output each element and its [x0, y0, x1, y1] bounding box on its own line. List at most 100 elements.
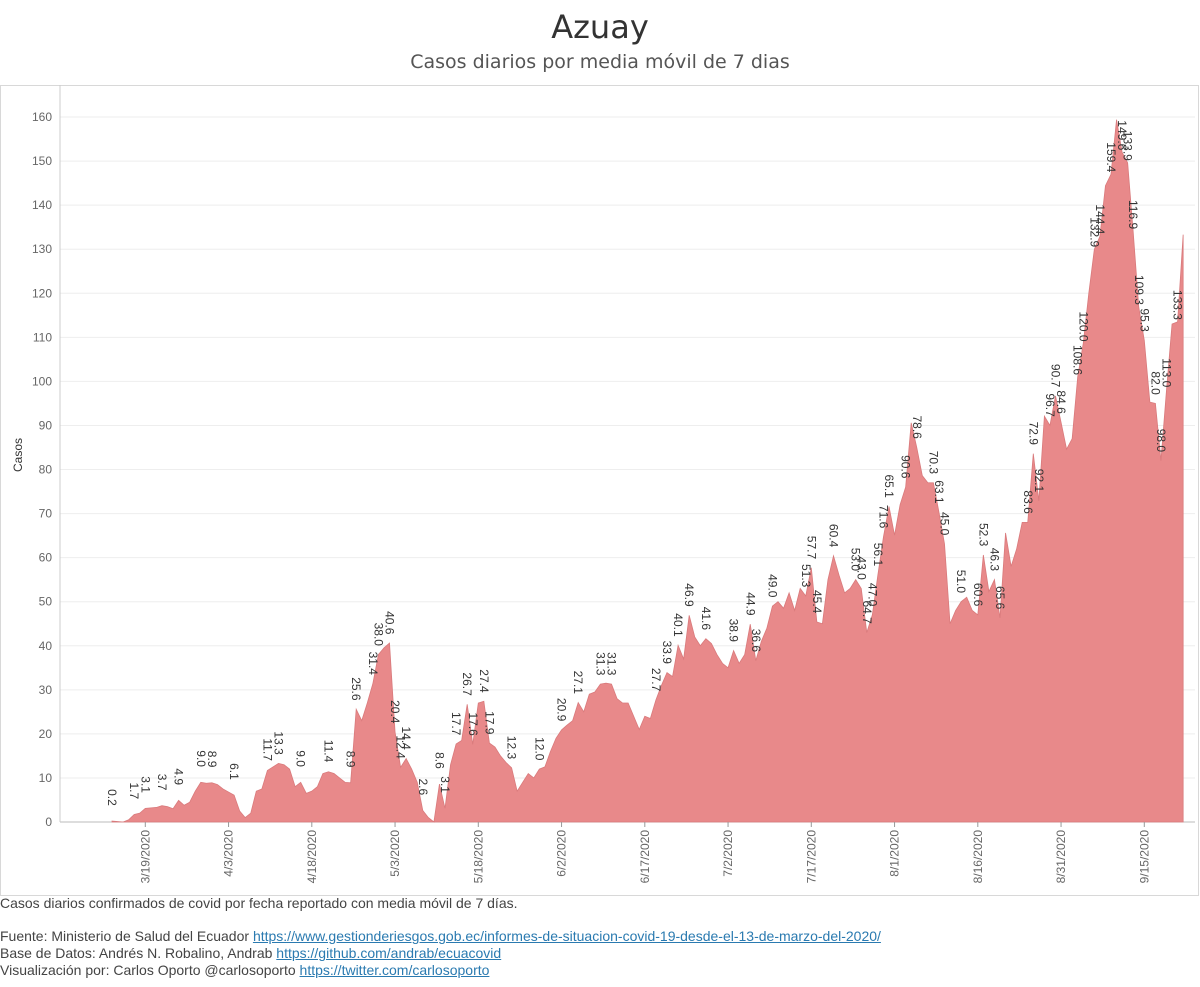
visualization-link[interactable]: https://twitter.com/carlosoporto — [299, 962, 490, 978]
data-label: 113.0 — [1160, 358, 1174, 387]
data-label: 84.6 — [1054, 390, 1068, 414]
data-label: 46.9 — [682, 583, 696, 607]
data-label: 17.7 — [449, 712, 463, 736]
area-series — [111, 119, 1184, 823]
y-tick-label: 80 — [39, 463, 53, 477]
data-label: 51.3 — [799, 564, 813, 588]
data-label: 82.0 — [1148, 371, 1162, 395]
footer-description: Casos diarios confirmados de covid por f… — [0, 895, 518, 911]
footer-source: Fuente: Ministerio de Salud del Ecuador … — [0, 928, 1200, 945]
data-label: 33.9 — [660, 641, 674, 665]
data-label: 149.6 — [1115, 120, 1129, 150]
y-tick-label: 70 — [39, 507, 53, 521]
x-tick-label: 4/18/2020 — [305, 830, 319, 884]
data-label: 40.6 — [383, 611, 397, 635]
y-tick-label: 120 — [32, 286, 52, 300]
x-tick-label: 5/18/2020 — [471, 830, 485, 884]
data-label: 96.7 — [1043, 393, 1057, 417]
data-label: 9.0 — [294, 750, 308, 767]
data-label: 144.4 — [1093, 204, 1107, 234]
data-label: 49.0 — [765, 574, 779, 598]
footer-database: Base de Datos: Andrés N. Robalino, Andra… — [0, 945, 1200, 962]
database-link[interactable]: https://github.com/andrab/ecuacovid — [276, 945, 502, 961]
y-tick-label: 90 — [39, 418, 53, 432]
data-label: 3.1 — [438, 776, 452, 793]
data-label: 53.0 — [849, 548, 863, 572]
data-label: 9.0 — [194, 750, 208, 767]
y-tick-label: 60 — [39, 551, 53, 565]
data-label: 36.6 — [749, 629, 763, 653]
data-label: 60.4 — [827, 524, 841, 548]
y-tick-label: 100 — [32, 374, 52, 388]
data-label: 31.4 — [366, 652, 380, 676]
data-label: 159.4 — [1104, 142, 1118, 172]
x-tick-label: 8/16/2020 — [971, 830, 985, 884]
x-axis: 3/19/2020 4/3/2020 4/18/2020 5/3/2020 5/18/2… — [138, 822, 1151, 883]
data-label: 133.3 — [1171, 290, 1185, 320]
chart-subtitle: Casos diarios por media móvil de 7 dias — [410, 51, 790, 73]
y-tick-label: 130 — [32, 242, 52, 256]
data-label: 98.0 — [1154, 429, 1168, 453]
data-label: 27.1 — [571, 671, 585, 695]
data-label: 3.7 — [155, 774, 169, 791]
data-label: 26.7 — [460, 672, 474, 696]
data-label: 60.6 — [971, 583, 985, 607]
data-label: 20.4 — [388, 700, 402, 724]
data-label: 71.6 — [876, 505, 890, 529]
data-label: 31.3 — [605, 652, 619, 676]
data-label: 2.6 — [416, 779, 430, 796]
data-label: 92.1 — [1032, 469, 1046, 493]
data-label: 57.7 — [804, 536, 818, 560]
data-label: 0.2 — [105, 789, 119, 806]
y-tick-label: 50 — [39, 595, 53, 609]
visualization-label: Visualización por: Carlos Oporto @carlos… — [0, 962, 300, 978]
data-label: 12.4 — [394, 735, 408, 759]
y-tick-label: 10 — [39, 771, 53, 785]
data-label: 90.7 — [1049, 364, 1063, 388]
data-label: 8.9 — [344, 751, 358, 768]
x-tick-label: 8/31/2020 — [1054, 830, 1068, 884]
data-label: 8.6 — [432, 752, 446, 769]
data-label: 3.1 — [138, 776, 152, 793]
data-label: 17.6 — [466, 713, 480, 737]
data-labels: 0.2 1.73.1 3.7 4.99.08.96.111.713.39.0 11.4 8… — [105, 120, 1185, 806]
data-label: 65.6 — [993, 586, 1007, 610]
data-label: 64.7 — [860, 601, 874, 625]
data-label: 45.0 — [938, 512, 952, 536]
data-label: 38.0 — [371, 623, 385, 647]
data-label: 8.9 — [205, 751, 219, 768]
y-axis-label: Casos — [11, 438, 25, 472]
source-link[interactable]: https://www.gestionderiesgos.gob.ec/info… — [252, 928, 881, 944]
data-label: 116.9 — [1126, 200, 1140, 229]
data-label: 90.6 — [899, 455, 913, 479]
data-label: 11.4 — [321, 740, 335, 763]
footer-visualization: Visualización por: Carlos Oporto @carlos… — [0, 962, 1200, 979]
data-label: 45.4 — [810, 590, 824, 614]
x-tick-label: 8/1/2020 — [888, 830, 902, 877]
data-label: 47.0 — [865, 583, 879, 607]
data-label: 65.1 — [882, 475, 896, 499]
x-tick-label: 7/17/2020 — [804, 830, 818, 884]
x-tick-label: 5/3/2020 — [388, 830, 402, 877]
x-tick-label: 7/2/2020 — [721, 830, 735, 877]
x-tick-label: 9/15/2020 — [1137, 830, 1151, 884]
data-label: 11.7 — [260, 738, 274, 761]
data-label: 52.3 — [976, 523, 990, 547]
data-label: 41.6 — [699, 607, 713, 631]
data-label: 27.4 — [477, 669, 491, 693]
data-label: 38.9 — [727, 619, 741, 643]
data-label: 14.4 — [399, 727, 413, 751]
y-tick-label: 150 — [32, 154, 52, 168]
x-tick-label: 6/2/2020 — [555, 830, 569, 877]
data-label: 46.3 — [987, 548, 1001, 572]
data-label: 17.9 — [482, 711, 496, 735]
data-label: 133.9 — [1121, 131, 1135, 161]
data-label: 56.1 — [871, 543, 885, 567]
data-label: 4.9 — [172, 768, 186, 785]
data-label: 13.3 — [272, 731, 286, 755]
data-label: 70.3 — [926, 451, 940, 475]
data-label: 120.0 — [1076, 312, 1090, 342]
area-chart: 0 10 20 30 40 50 60 70 80 90 100 110 120 130 140 150 160… — [0, 85, 1199, 896]
chart-title: Azuay — [551, 8, 649, 46]
data-label: 20.9 — [555, 698, 569, 722]
